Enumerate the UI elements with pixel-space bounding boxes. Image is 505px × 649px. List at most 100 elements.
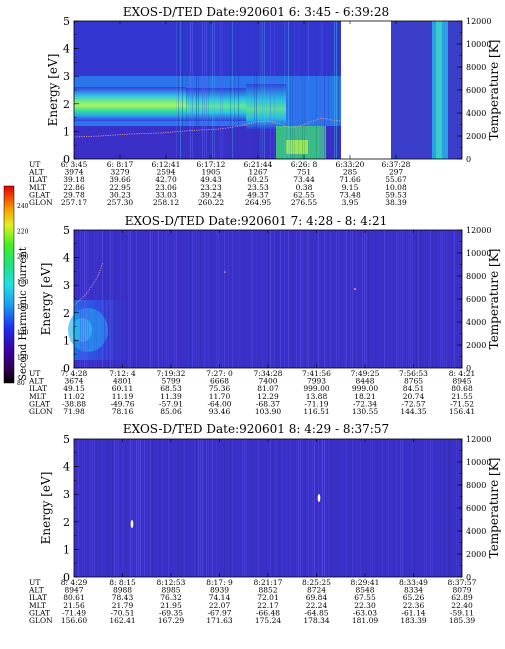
- panel-3-y2label: Temperature [K]: [487, 458, 501, 559]
- spectrogram-stripe: [328, 21, 329, 159]
- spectrogram-stripe: [398, 230, 399, 368]
- spectrogram-stripe: [168, 439, 169, 577]
- spectrogram-stripe: [176, 21, 177, 159]
- spectrogram-stripe: [102, 439, 103, 577]
- orbit-cell: 8: 4:29: [61, 578, 88, 587]
- orbit-cell: 22.95: [109, 183, 131, 192]
- spectrogram-stripe: [354, 230, 355, 368]
- orbit-cell: 49.43: [200, 175, 222, 184]
- orbit-cell: 73.48: [339, 190, 361, 199]
- spectrogram-stripe: [444, 439, 445, 577]
- spectrogram-stripe: [224, 439, 225, 577]
- spectrogram-stripe: [378, 230, 379, 368]
- colorbar-tick-label: 160: [17, 304, 29, 311]
- orbit-row-label: ALT: [28, 168, 44, 177]
- spectrogram-stripe: [256, 230, 257, 368]
- orbit-cell: -59.11: [450, 608, 474, 617]
- spectrogram-stripe: [178, 21, 179, 159]
- spectrogram-stripe: [456, 439, 457, 577]
- orbit-cell: 2594: [156, 168, 175, 177]
- spectrogram-stripe: [336, 439, 337, 577]
- spectrogram-stripe: [304, 21, 305, 159]
- orbit-row-label: GLON: [29, 407, 53, 416]
- spectrogram-stripe: [302, 439, 303, 577]
- orbit-cell: 80.61: [63, 593, 84, 602]
- orbit-cell: -63.03: [353, 608, 377, 617]
- orbit-row-label: UT: [29, 578, 40, 587]
- orbit-cell: 67.55: [354, 593, 376, 602]
- spectrogram-stripe: [80, 230, 81, 368]
- orbit-cell: 11.70: [209, 392, 231, 401]
- spectrogram-stripe: [294, 21, 295, 159]
- spectrogram-stripe: [202, 439, 203, 577]
- spectrogram-stripe: [220, 21, 221, 159]
- spectrogram-stripe: [84, 230, 85, 368]
- spectrogram-stripe: [288, 21, 289, 159]
- orbit-cell: 7:12: 4: [109, 369, 136, 378]
- panel-1-y2label: Temperature [K]: [487, 40, 501, 141]
- orbit-cell: 4801: [113, 377, 132, 386]
- spectrogram-stripe: [282, 439, 283, 577]
- spectrogram-stripe: [428, 230, 429, 368]
- orbit-cell: -71.19: [304, 399, 328, 408]
- orbit-cell: 260.22: [198, 198, 224, 207]
- orbit-cell: 72.01: [257, 593, 278, 602]
- spectrogram-stripe: [270, 230, 271, 368]
- y-tick-label: 1: [63, 334, 70, 347]
- panel-2-isolated-point: [354, 288, 356, 290]
- spectrogram-stripe: [406, 230, 407, 368]
- spectrogram-stripe: [216, 439, 217, 577]
- spectrogram-stripe: [152, 439, 153, 577]
- spectrogram-stripe: [304, 230, 305, 368]
- spectrogram-stripe: [346, 439, 347, 577]
- orbit-cell: 8:25:25: [302, 578, 331, 587]
- orbit-cell: 6: 3:45: [61, 160, 88, 169]
- orbit-cell: 69.84: [306, 593, 328, 602]
- spectrogram-stripe: [96, 230, 97, 368]
- spectrogram-stripe: [138, 439, 139, 577]
- y-tick-label: 3: [63, 70, 70, 83]
- orbit-row-label: GLAT: [29, 190, 50, 199]
- orbit-cell: 8:29:41: [351, 578, 380, 587]
- spectrogram-stripe: [110, 230, 111, 368]
- spectrogram-stripe: [312, 439, 313, 577]
- y2-tick-label: 10000: [466, 458, 491, 467]
- spectrogram-stripe: [426, 439, 427, 577]
- orbit-cell: 3.95: [342, 198, 359, 207]
- y-tick-label: 1: [63, 125, 70, 138]
- orbit-cell: 22.36: [403, 601, 425, 610]
- spectrogram-stripe: [292, 230, 293, 368]
- orbit-cell: 21.79: [112, 601, 134, 610]
- spectrogram-stripe: [432, 439, 433, 577]
- orbit-row-label: MLT: [29, 183, 46, 192]
- spectrogram-stripe: [440, 439, 441, 577]
- spectrogram-stripe: [190, 230, 191, 368]
- orbit-cell: 60.25: [247, 175, 269, 184]
- spectrogram-stripe: [200, 439, 201, 577]
- spectrogram-stripe: [412, 230, 413, 368]
- spectrogram-stripe: [100, 439, 101, 577]
- panel-1-data-gap: [341, 21, 391, 159]
- spectrogram-stripe: [224, 230, 225, 368]
- y2-tick-label: 6000: [466, 295, 486, 304]
- panel-1: EXOS-D/TED Date:920601 6: 3:45 - 6:39:28…: [28, 5, 501, 207]
- spectrogram-stripe: [400, 439, 401, 577]
- orbit-cell: 185.39: [449, 616, 475, 625]
- spectrogram-stripe: [262, 439, 263, 577]
- orbit-cell: -49.76: [110, 399, 134, 408]
- orbit-cell: 7:41:56: [302, 369, 331, 378]
- spectrogram-stripe: [454, 230, 455, 368]
- orbit-cell: 9.15: [342, 183, 359, 192]
- spectrogram-stripe: [308, 21, 309, 159]
- spectrogram-stripe: [82, 439, 83, 577]
- spectrogram-stripe: [112, 230, 113, 368]
- spectrogram-stripe: [414, 439, 415, 577]
- spectrogram-stripe: [210, 230, 211, 368]
- spectrogram-stripe: [446, 439, 447, 577]
- spectrogram-stripe: [158, 230, 159, 368]
- spectrogram-stripe: [362, 230, 363, 368]
- spectrogram-stripe: [246, 439, 247, 577]
- spectrogram-stripe: [346, 230, 347, 368]
- spectrogram-stripe: [298, 439, 299, 577]
